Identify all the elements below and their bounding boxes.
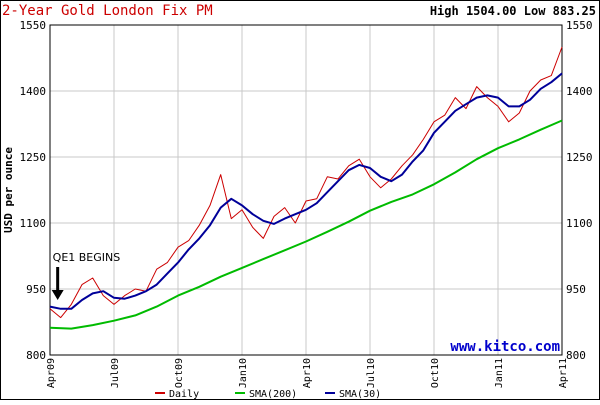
annotation-arrow-head	[51, 290, 64, 300]
x-tick-label: Jan11	[494, 358, 505, 388]
legend-label: SMA(200)	[249, 389, 297, 400]
annotation-label: QE1 BEGINS	[53, 251, 121, 264]
y-tick-label-right: 1250	[566, 151, 593, 164]
x-tick-label: Apr11	[558, 358, 569, 388]
y-axis-label: USD per ounce	[2, 147, 15, 233]
x-tick-label: Jan10	[238, 358, 249, 388]
y-tick-label-right: 1400	[566, 85, 593, 98]
watermark: www.kitco.com	[450, 339, 560, 355]
y-tick-label-left: 800	[26, 349, 46, 362]
x-tick-label: Apr10	[302, 358, 313, 388]
y-tick-label-right: 800	[566, 349, 586, 362]
x-tick-label: Oct09	[174, 358, 185, 388]
y-tick-label-left: 950	[26, 283, 46, 296]
y-tick-label-left: 1400	[20, 85, 47, 98]
y-tick-label-left: 1250	[20, 151, 47, 164]
x-tick-label: Jul10	[366, 358, 377, 388]
x-tick-label: Apr09	[46, 358, 57, 388]
legend-label: SMA(30)	[339, 389, 381, 400]
legend: Daily SMA(200) SMA(30)	[155, 389, 381, 400]
chart-title: 2-Year Gold London Fix PM	[2, 3, 213, 19]
y-axis-ticks: 800 800 950 950 1100 1100 1250 1250 1400 1400 1550…	[20, 19, 593, 362]
plot-frame	[49, 24, 563, 356]
series-line-daily	[49, 46, 563, 319]
series-line-sma-200	[49, 119, 563, 330]
y-tick-label-left: 1100	[20, 217, 47, 230]
x-tick-label: Jul09	[110, 358, 121, 388]
series-lines	[49, 46, 563, 330]
legend-label: Daily	[169, 389, 199, 400]
y-tick-label-right: 1550	[566, 19, 593, 32]
qe1-annotation: QE1 BEGINS	[51, 251, 121, 300]
high-low-readout: High 1504.00 Low 883.25	[430, 4, 596, 18]
y-tick-label-left: 1550	[20, 19, 47, 32]
x-axis-ticks: Apr09 Jul09 Oct09 Jan10 Apr10 Jul10 Oct10 Jan11…	[46, 358, 569, 388]
y-tick-label-right: 950	[566, 283, 586, 296]
series-line-sma-30	[49, 72, 563, 310]
x-tick-label: Oct10	[430, 358, 441, 388]
y-tick-label-right: 1100	[566, 217, 593, 230]
